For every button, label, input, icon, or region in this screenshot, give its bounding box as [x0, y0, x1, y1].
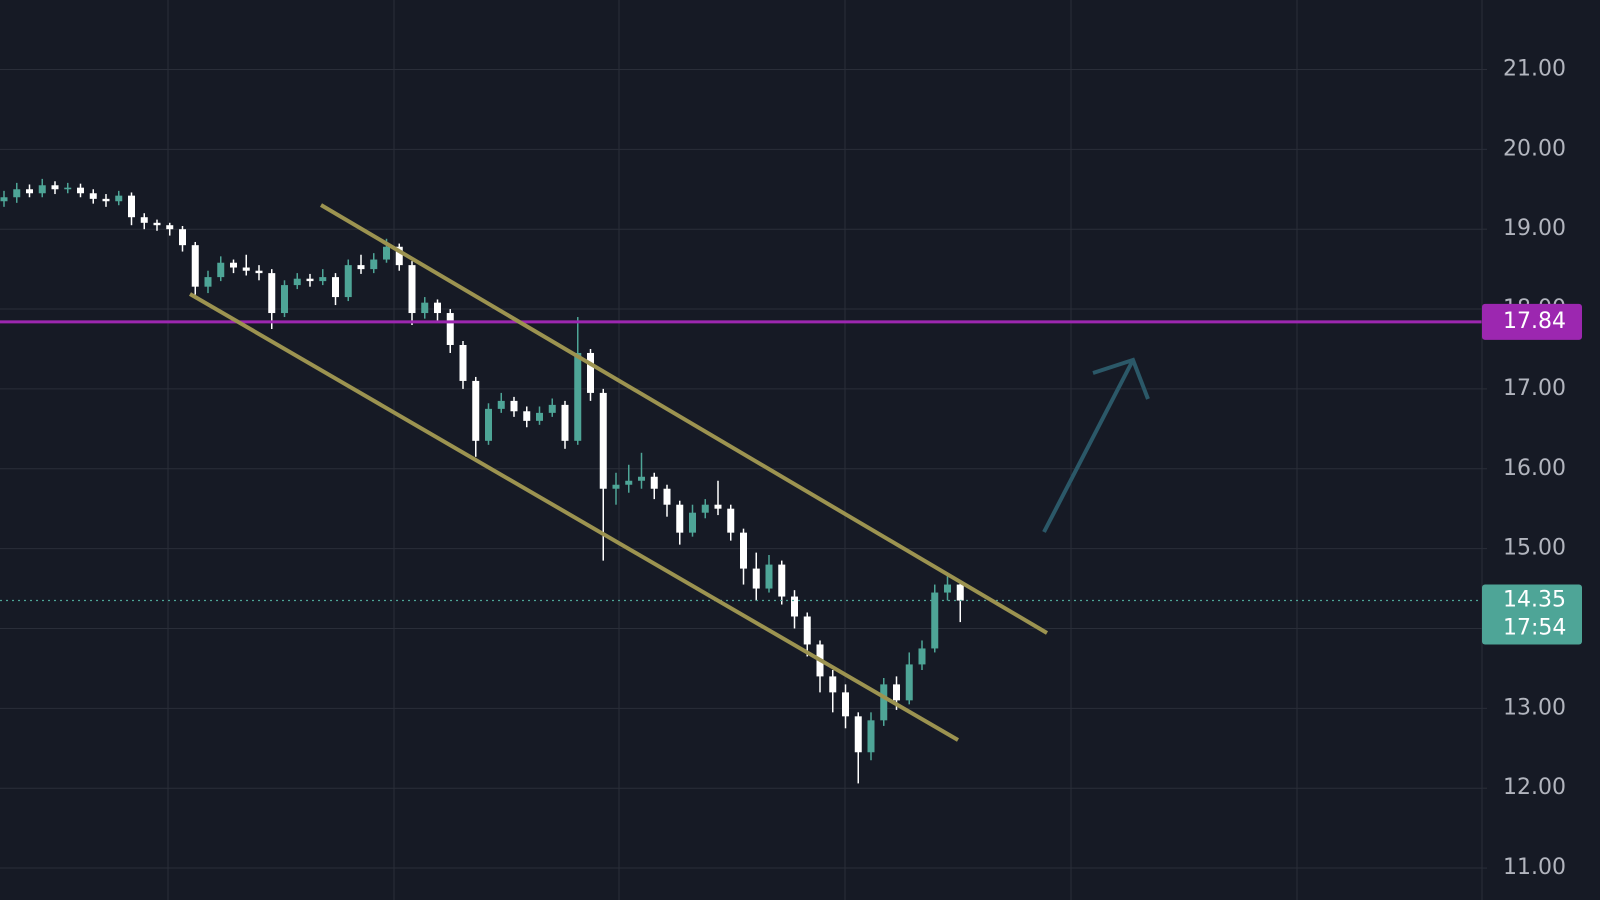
- candle-body: [548, 404, 556, 413]
- candle-body: [472, 380, 480, 441]
- candle-body: [446, 313, 454, 345]
- candle-body: [587, 352, 594, 393]
- y-tick-label: 20.00: [1503, 136, 1566, 161]
- candle-body: [714, 504, 722, 509]
- candle-body: [230, 262, 237, 268]
- candle-body: [434, 302, 441, 314]
- candle-body: [191, 245, 199, 287]
- candle-body: [0, 197, 8, 202]
- channel-upper: [319, 203, 1049, 635]
- grid: [0, 0, 1482, 900]
- candle-body: [663, 488, 671, 505]
- candle-body: [115, 195, 123, 202]
- candle-body: [217, 262, 225, 278]
- candle-body: [77, 187, 84, 194]
- candle-body: [306, 278, 314, 282]
- candle-body: [408, 265, 416, 314]
- candle-body: [204, 277, 212, 287]
- candle-body: [421, 302, 429, 314]
- candle-body: [281, 285, 288, 314]
- candle-body: [829, 676, 837, 693]
- candle-body: [612, 484, 620, 489]
- last-price-label: 14.35: [1503, 588, 1566, 613]
- candle-body: [26, 189, 33, 194]
- candle-body: [880, 684, 888, 721]
- candle-body: [13, 189, 21, 198]
- candle-body: [370, 259, 378, 270]
- candle-body: [510, 400, 518, 412]
- y-tick-label: 19.00: [1503, 216, 1566, 241]
- last-price-box: [1482, 584, 1582, 645]
- candle-body: [791, 596, 798, 617]
- y-tick-label: 12.00: [1503, 775, 1566, 800]
- candle-body: [395, 246, 403, 266]
- candle-body: [140, 217, 148, 223]
- candle-body: [918, 648, 926, 665]
- candle-body: [153, 222, 161, 226]
- candle-body: [523, 411, 531, 421]
- candle-body: [931, 592, 939, 649]
- candle-body: [956, 584, 964, 601]
- candles: [0, 178, 1482, 784]
- candle-body: [38, 185, 46, 194]
- arrow-head: [1092, 357, 1150, 400]
- candle-body: [497, 400, 505, 409]
- y-tick-label: 13.00: [1503, 695, 1566, 720]
- price-line-box: [1482, 303, 1582, 340]
- candle-body: [650, 476, 658, 489]
- candle-body: [293, 278, 301, 286]
- candle-body: [128, 195, 135, 218]
- candle-body: [944, 584, 951, 593]
- candle-body: [638, 476, 645, 481]
- candle-body: [689, 512, 696, 533]
- candle-body: [854, 716, 862, 753]
- candle-body: [599, 392, 607, 489]
- candle-body: [727, 508, 735, 533]
- y-tick-label: 16.00: [1503, 456, 1566, 481]
- candle-body: [625, 480, 633, 485]
- candle-body: [166, 225, 174, 230]
- candle-body: [255, 270, 263, 274]
- candle-body: [319, 277, 327, 282]
- candle-body: [867, 720, 875, 753]
- candle-body: [561, 404, 569, 441]
- candle-body: [485, 408, 492, 441]
- candle-body: [842, 692, 849, 717]
- candle-body: [893, 684, 900, 701]
- price-line-label: 17.84: [1503, 309, 1566, 334]
- price-axis: 11.0012.0013.0014.0015.0016.0017.0018.00…: [1482, 56, 1582, 880]
- y-tick-label: 17.00: [1503, 376, 1566, 401]
- candle-body: [383, 246, 390, 260]
- candle-body: [268, 273, 276, 314]
- countdown-label: 17:54: [1503, 616, 1566, 641]
- candle-body: [765, 564, 773, 589]
- y-tick-label: 11.00: [1503, 855, 1566, 880]
- candle-body: [332, 277, 339, 298]
- candle-body: [459, 344, 467, 381]
- candle-body: [102, 198, 110, 202]
- candle-body: [179, 229, 186, 246]
- candle-body: [574, 352, 582, 441]
- channel-lower: [188, 292, 960, 742]
- candle-body: [676, 504, 684, 533]
- candle-body: [701, 504, 709, 513]
- candle-body: [357, 265, 365, 270]
- candle-body: [905, 664, 913, 701]
- candle-body: [344, 265, 352, 298]
- candle-body: [752, 568, 760, 589]
- candle-body: [803, 616, 811, 645]
- candle-body: [778, 564, 786, 597]
- candle-body: [51, 185, 59, 190]
- candle-body: [64, 187, 72, 190]
- y-tick-label: 21.00: [1503, 56, 1566, 81]
- y-tick-label: 15.00: [1503, 536, 1566, 561]
- arrow-shaft: [1042, 359, 1135, 533]
- candle-body: [89, 193, 97, 199]
- candle-body: [242, 267, 250, 271]
- candle-body: [740, 532, 747, 569]
- candle-body: [536, 412, 543, 421]
